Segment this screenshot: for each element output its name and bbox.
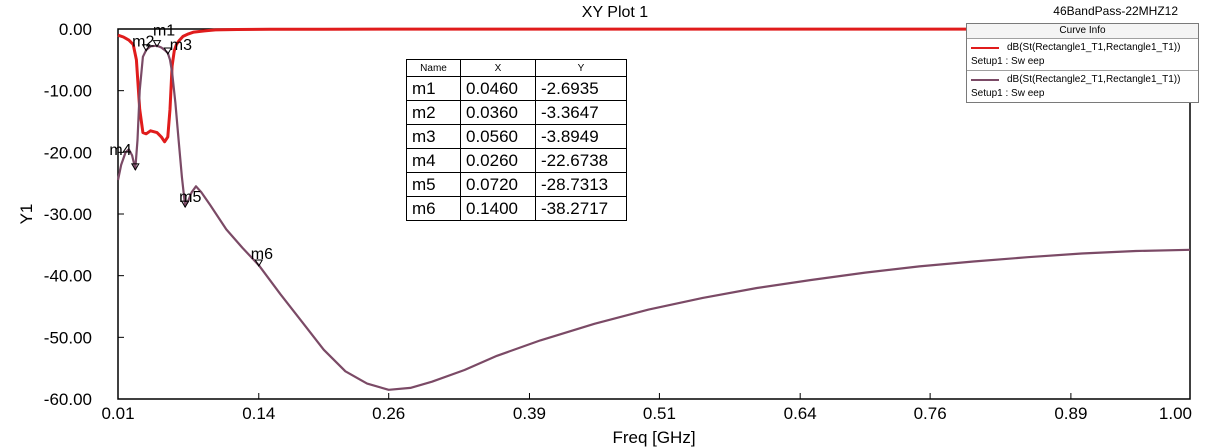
marker-y: -28.7313 — [535, 172, 627, 197]
marker-triangle — [152, 40, 162, 48]
marker-name: m3 — [406, 124, 461, 149]
marker-triangle — [141, 44, 151, 52]
legend-item-name: dB(St(Rectangle1_T1,Rectangle1_T1)) — [1007, 42, 1181, 53]
marker-y: -22.6738 — [535, 148, 627, 173]
y-tick-label: -50.00 — [44, 328, 92, 347]
x-tick-label: 0.76 — [914, 404, 947, 423]
x-tick-label: 0.51 — [643, 404, 676, 423]
marker-table-header-name: Name — [406, 59, 461, 77]
marker-triangle — [163, 47, 173, 56]
x-axis: 0.01 0.14 0.26 0.39 0.51 0.64 0.76 0.89 1.00 — [101, 393, 1192, 423]
curve-info-legend[interactable]: Curve Info dB(St(Rectangle1_T1,Rectangle… — [966, 23, 1199, 103]
marker-x: 0.0560 — [460, 124, 536, 149]
legend-title: Curve Info — [967, 24, 1198, 39]
marker-table-row: m2 0.0360 -3.3647 — [406, 100, 627, 125]
marker-x: 0.0460 — [460, 76, 536, 101]
project-name: 46BandPass-22MHZ12 — [1053, 4, 1178, 18]
legend-item-setup: Setup1 : Sw eep — [971, 56, 1045, 67]
marker-triangle — [254, 259, 264, 268]
x-tick-label: 0.89 — [1054, 404, 1087, 423]
marker-x: 0.0720 — [460, 172, 536, 197]
marker-table-row: m3 0.0560 -3.8949 — [406, 124, 627, 149]
marker-triangle — [130, 163, 140, 171]
marker-triangle — [180, 200, 190, 209]
marker-table-row: m1 0.0460 -2.6935 — [406, 76, 627, 101]
marker-label: m1 — [153, 23, 175, 40]
x-tick-label: 0.64 — [784, 404, 817, 423]
legend-item-s21[interactable]: dB(St(Rectangle2_T1,Rectangle1_T1)) Setu… — [967, 71, 1198, 102]
x-axis-label: Freq [GHz] — [612, 428, 695, 447]
y-tick-label: -30.00 — [44, 205, 92, 224]
marker-y: -2.6935 — [535, 76, 627, 101]
y-tick-label: -40.00 — [44, 267, 92, 286]
marker-x: 0.1400 — [460, 196, 536, 221]
marker-table-header: Name X Y — [406, 59, 627, 77]
y-tick-label: -10.00 — [44, 82, 92, 101]
marker-name: m2 — [406, 100, 461, 125]
y-tick-label: 0.00 — [59, 20, 92, 39]
y-tick-label: -60.00 — [44, 390, 92, 409]
x-tick-label: 1.00 — [1159, 404, 1192, 423]
x-tick-label: 0.26 — [372, 404, 405, 423]
legend-swatch — [971, 47, 999, 49]
marker-label: m3 — [170, 37, 192, 54]
marker-table-row: m6 0.1400 -38.2717 — [406, 196, 627, 221]
series-line-2 — [116, 44, 1191, 391]
legend-item-name: dB(St(Rectangle2_T1,Rectangle1_T1)) — [1007, 74, 1181, 85]
marker-table-row: m4 0.0260 -22.6738 — [406, 148, 627, 173]
marker-table: Name X Y m1 0.0460 -2.6935 m2 0.0360 -3.… — [406, 59, 627, 221]
marker-name: m4 — [406, 148, 461, 173]
legend-swatch — [971, 79, 999, 81]
x-tick-label: 0.14 — [242, 404, 275, 423]
marker-x: 0.0360 — [460, 100, 536, 125]
marker-y: -3.8949 — [535, 124, 627, 149]
plot-title: XY Plot 1 — [582, 4, 649, 21]
marker-label: m4 — [109, 142, 131, 159]
x-tick-label: 0.01 — [101, 404, 134, 423]
marker-label: m5 — [179, 189, 201, 206]
marker-label: m6 — [251, 246, 273, 263]
marker-y: -3.3647 — [535, 100, 627, 125]
marker-label: m2 — [132, 34, 154, 51]
marker-x: 0.0260 — [460, 148, 536, 173]
y-axis: 0.00 -10.00 -20.00 -30.00 -40.00 -50.00 -60.00 — [44, 20, 124, 409]
y-axis-label: Y1 — [17, 204, 36, 225]
legend-item-s11[interactable]: dB(St(Rectangle1_T1,Rectangle1_T1)) Setu… — [967, 39, 1198, 71]
series-layer — [116, 27, 1191, 391]
marker-name: m5 — [406, 172, 461, 197]
marker-y: -38.2717 — [535, 196, 627, 221]
marker-name: m6 — [406, 196, 461, 221]
marker-table-header-y: Y — [535, 59, 627, 77]
x-tick-label: 0.39 — [513, 404, 546, 423]
marker-table-row: m5 0.0720 -28.7313 — [406, 172, 627, 197]
marker-table-header-x: X — [460, 59, 536, 77]
marker-name: m1 — [406, 76, 461, 101]
y-tick-label: -20.00 — [44, 143, 92, 162]
legend-item-setup: Setup1 : Sw eep — [971, 88, 1045, 99]
